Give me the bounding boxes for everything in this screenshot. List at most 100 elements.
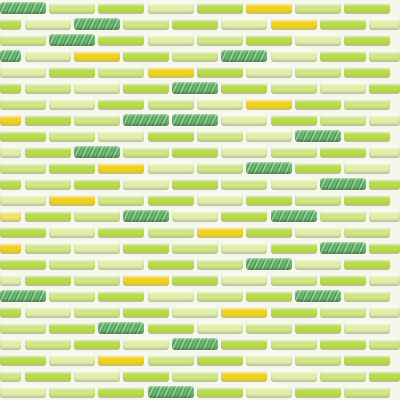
mosaic-tile [319,50,366,62]
mosaic-tile [344,130,391,142]
mosaic-tile [0,178,22,190]
mosaic-tile [246,258,292,270]
mosaic-tile [344,34,391,46]
mosaic-tile [344,2,391,14]
mosaic-tile [123,274,169,286]
mosaic-tile [295,258,342,270]
mosaic-tile [196,162,243,174]
mosaic-tile [0,226,46,238]
mosaic-tile [369,306,400,318]
mosaic-tile [49,258,96,270]
mosaic-tile [98,258,145,270]
mosaic-tile [319,146,366,158]
mosaic-tile [270,274,317,286]
mosaic-tile [344,98,391,110]
mosaic-tile [369,242,400,254]
mosaic-tile [172,178,219,190]
mosaic-tile [270,114,317,126]
mosaic-tile [270,50,317,62]
mosaic-tile [369,210,400,222]
mosaic-tile [295,66,342,78]
mosaic-tile [344,226,391,238]
mosaic-tile [0,98,46,110]
mosaic-tile [123,370,169,382]
mosaic-tile [73,114,120,126]
mosaic-tile [295,194,342,206]
mosaic-tile [172,274,219,286]
mosaic-tile [73,242,120,254]
mosaic-tile [24,274,71,286]
mosaic-tile [0,210,22,222]
mosaic-tile [196,2,243,14]
mosaic-tile [0,2,46,14]
mosaic-tile [0,242,22,254]
mosaic-tile [369,370,400,382]
mosaic-tile [221,18,268,30]
mosaic-tile [123,242,169,254]
mosaic-tile [123,306,169,318]
mosaic-tile [221,178,268,190]
mosaic-tile [196,194,243,206]
mosaic-tile [270,306,317,318]
mosaic-tile [221,146,268,158]
mosaic-tile [295,2,342,14]
mosaic-tile [24,50,71,62]
mosaic-tile [172,50,219,62]
mosaic-tile [369,82,400,94]
mosaic-tile [49,66,96,78]
mosaic-tile [295,354,342,366]
mosaic-tile [49,226,96,238]
mosaic-tile [73,370,120,382]
mosaic-tile [295,290,342,302]
mosaic-tile [0,194,46,206]
mosaic-tile [0,258,46,270]
mosaic-tile [0,386,46,398]
mosaic-tile [319,370,366,382]
mosaic-tile [0,354,46,366]
mosaic-tile [221,82,268,94]
mosaic-tile [0,162,46,174]
mosaic-tile [172,242,219,254]
mosaic-tile [147,386,194,398]
mosaic-tile [49,130,96,142]
mosaic-tile [196,34,243,46]
mosaic-tile [24,338,71,350]
mosaic-tile [270,210,317,222]
mosaic-tile [49,98,96,110]
mosaic-tile [246,290,292,302]
mosaic-tile [0,274,22,286]
mosaic-tile [295,130,342,142]
mosaic-tile [49,194,96,206]
mosaic-tile [196,98,243,110]
mosaic-tile [319,242,366,254]
mosaic-tile [295,386,342,398]
mosaic-tile [49,322,96,334]
mosaic-tile [270,18,317,30]
mosaic-tile [246,130,292,142]
mosaic-tile [123,338,169,350]
mosaic-tile [147,130,194,142]
mosaic-tile [24,146,71,158]
mosaic-tile [24,18,71,30]
mosaic-tile [147,2,194,14]
mosaic-tile [123,82,169,94]
mosaic-tile [147,162,194,174]
mosaic-tile [270,370,317,382]
mosaic-tile [344,258,391,270]
mosaic-tile [147,194,194,206]
mosaic-tile [196,322,243,334]
mosaic-tile [270,82,317,94]
mosaic-tile [24,370,71,382]
mosaic-tile [246,386,292,398]
mosaic-tile [0,66,46,78]
mosaic-tile [344,354,391,366]
mosaic-tile [344,66,391,78]
mosaic-tile [147,98,194,110]
mosaic-tile [221,274,268,286]
mosaic-tile [0,370,22,382]
mosaic-tile [369,178,400,190]
mosaic-tile [172,82,219,94]
mosaic-tile [221,50,268,62]
mosaic-tile [0,130,46,142]
mosaic-tile [319,306,366,318]
